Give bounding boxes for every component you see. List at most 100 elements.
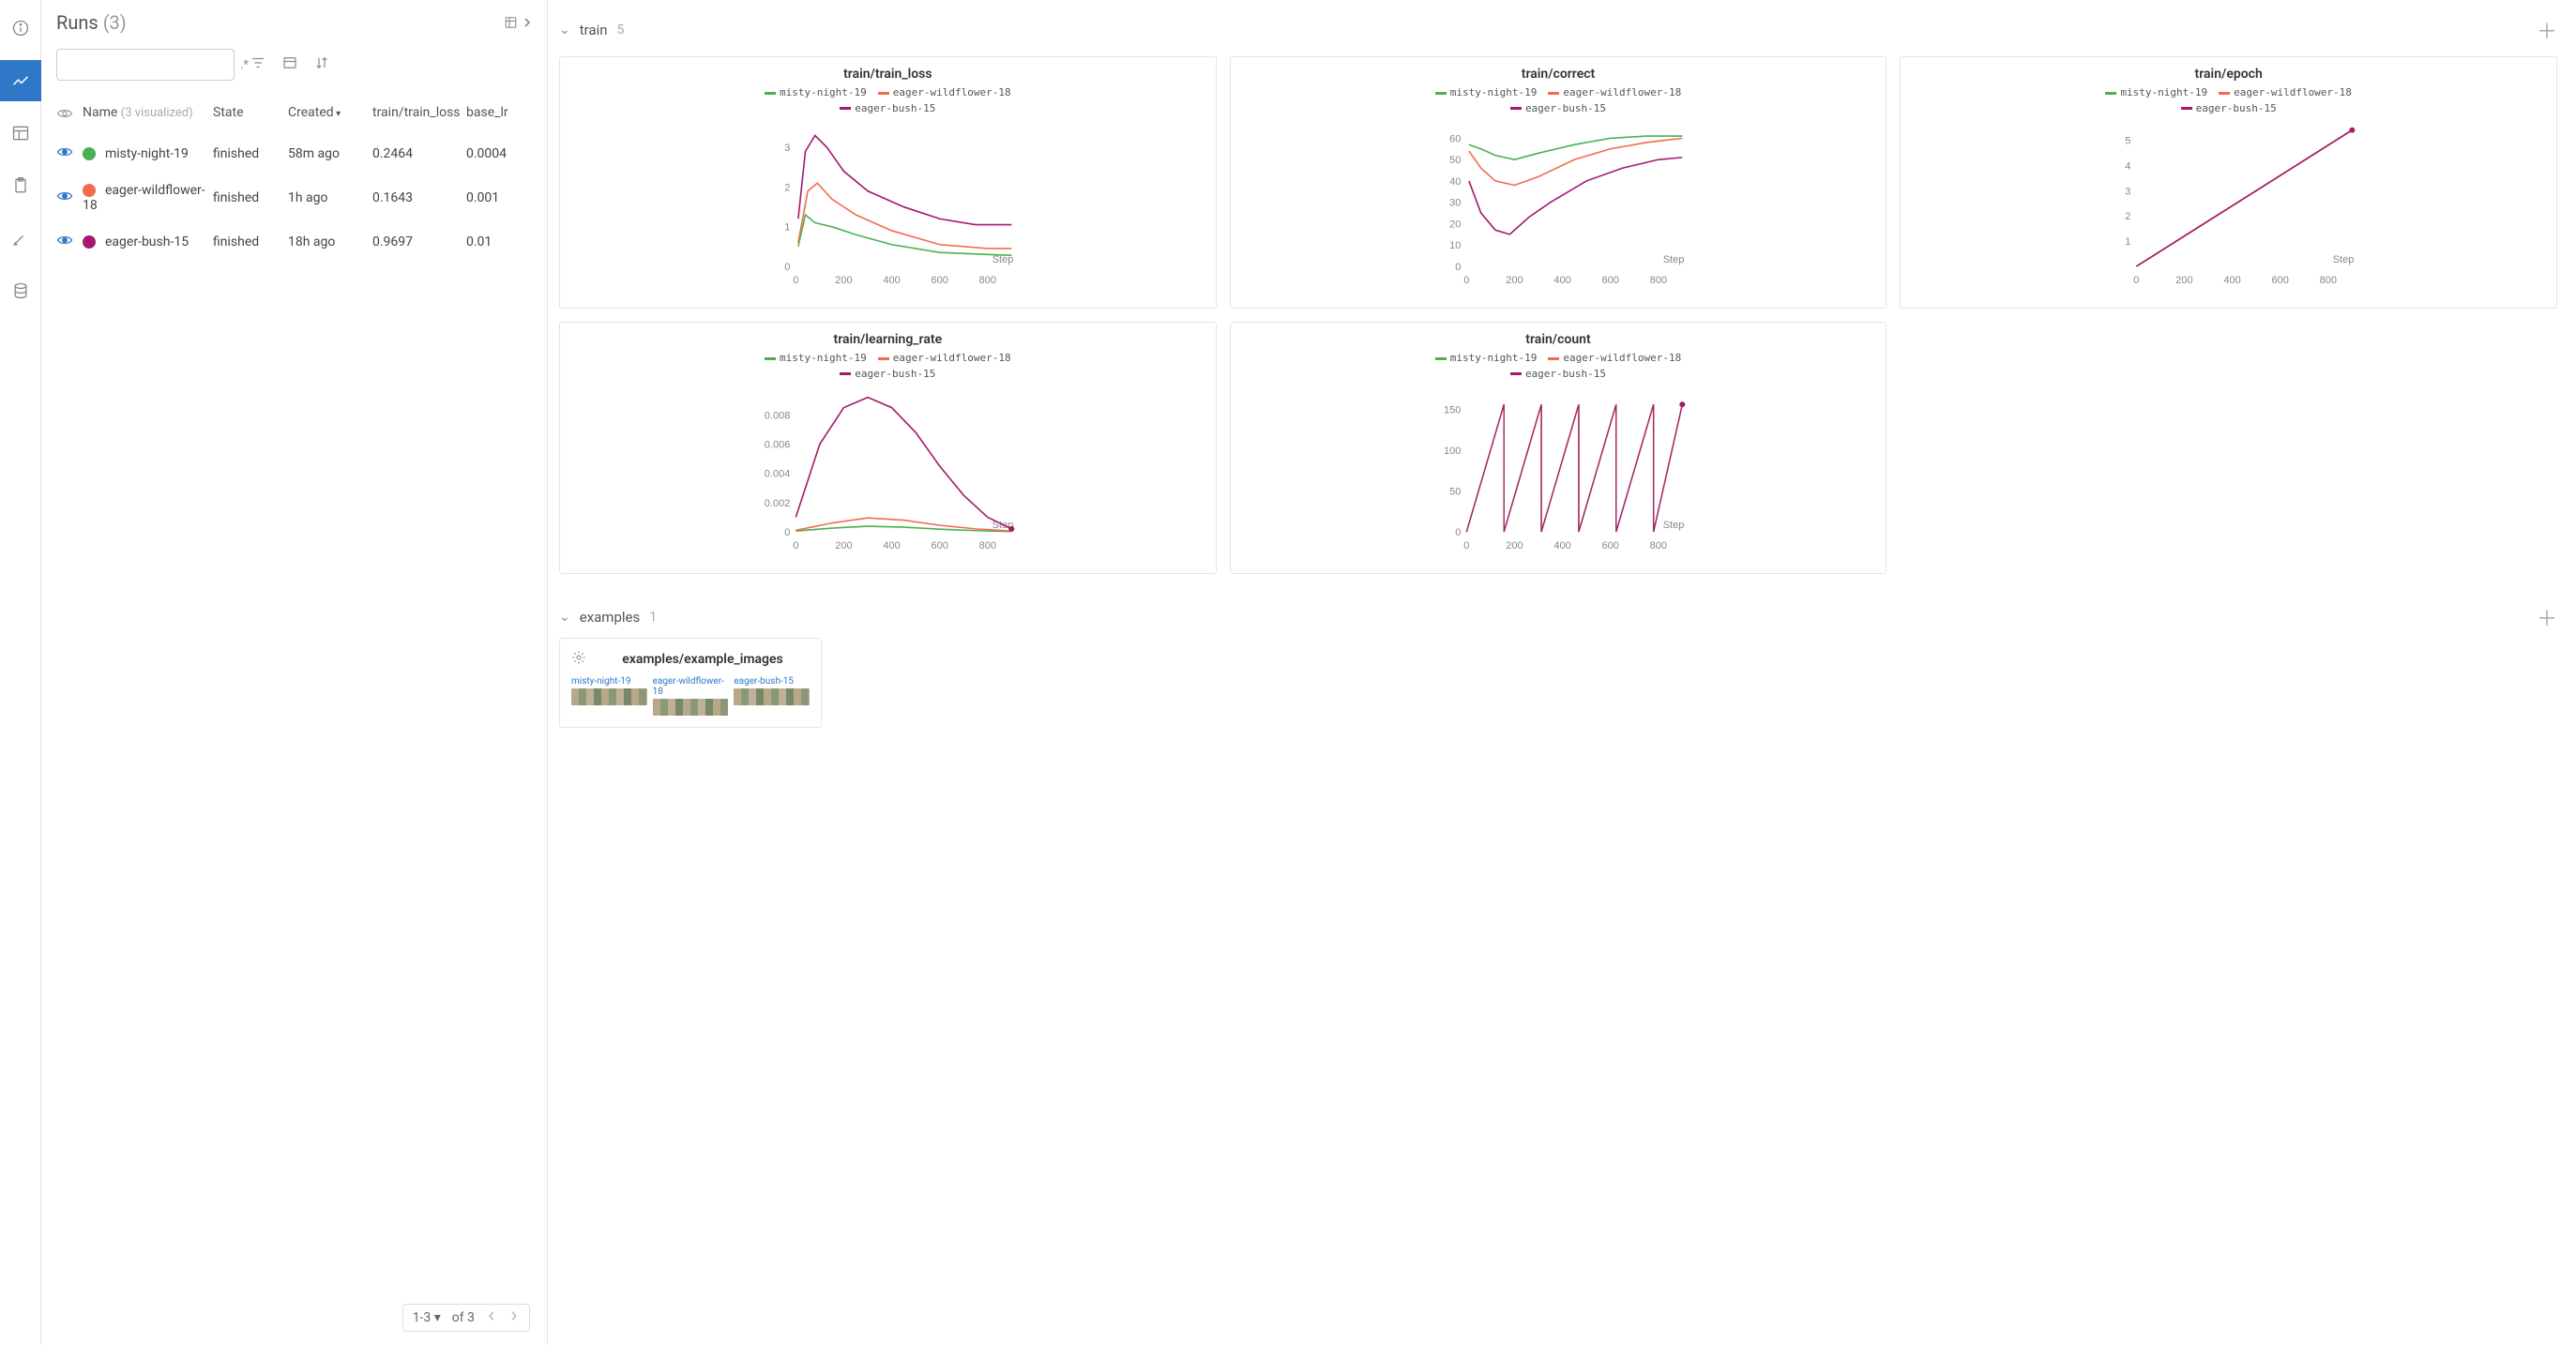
nav-clipboard-icon[interactable] [0,165,41,206]
col-header-name[interactable]: Name (3 visualized) [83,105,213,126]
pager: 1-3 ▾ of 3 [402,1304,530,1332]
runs-table-row[interactable]: misty-night-19 finished 58m ago 0.2464 0… [56,134,532,174]
svg-text:20: 20 [1449,219,1461,230]
example-strip[interactable]: eager-wildflower-18 [653,676,729,716]
chart-legend: misty-night-19 eager-wildflower-18eager-b… [1912,85,2545,116]
legend-item[interactable]: eager-bush-15 [1510,367,1606,383]
legend-item[interactable]: eager-wildflower-18 [1548,85,1681,101]
run-color-dot [83,235,96,249]
svg-text:Step: Step [2333,254,2355,265]
svg-text:50: 50 [1449,486,1461,497]
svg-text:0: 0 [793,275,798,286]
example-strip[interactable]: eager-bush-15 [734,676,810,716]
legend-item[interactable]: misty-night-19 [2105,85,2207,101]
legend-item[interactable]: eager-wildflower-18 [1548,351,1681,367]
svg-text:800: 800 [979,275,996,286]
example-strip[interactable]: misty-night-19 [571,676,647,716]
run-name: misty-night-19 [105,146,189,161]
chart-panel-correct[interactable]: train/correct misty-night-19 eager-wildfl… [1230,56,1887,309]
sort-icon[interactable] [313,54,330,75]
svg-text:800: 800 [2320,275,2337,286]
add-panel-icon[interactable]: ＋ [2537,15,2557,45]
example-strip-label: eager-bush-15 [734,676,810,687]
visibility-toggle-icon[interactable] [56,237,73,252]
pager-next-icon[interactable] [508,1310,520,1325]
search-input[interactable] [70,57,240,72]
visibility-toggle-icon[interactable] [56,149,73,164]
chart-svg: 00.0020.0040.0060.0080200400600800Step [571,387,1205,556]
chevron-down-icon[interactable]: ⌄ [559,610,570,625]
svg-text:0: 0 [793,540,798,552]
chart-title: train/epoch [1912,67,2545,82]
run-base-lr: 0.001 [466,190,532,205]
chart-panel-count[interactable]: train/count misty-night-19eager-wildflow… [1230,322,1887,574]
chart-panel-learning_rate[interactable]: train/learning_rate misty-night-19eager-… [559,322,1217,574]
pager-range[interactable]: 1-3 ▾ [413,1310,441,1325]
legend-item[interactable]: misty-night-19 [765,351,867,367]
svg-text:100: 100 [1444,446,1461,457]
svg-text:600: 600 [2272,275,2289,286]
expand-table-icon[interactable] [504,14,532,31]
svg-text:0.002: 0.002 [765,498,791,509]
examples-panel[interactable]: examples/example_images misty-night-19 e… [559,638,822,728]
section-title: examples [580,609,640,626]
legend-item[interactable]: eager-wildflower-18 [878,351,1011,367]
workspace-content: ⌄ train 5 ＋ train/train_loss misty-night… [548,0,2576,1345]
svg-text:1: 1 [2126,236,2131,248]
svg-text:600: 600 [931,275,947,286]
svg-text:200: 200 [1506,275,1523,286]
nav-charts-icon[interactable] [0,60,41,101]
legend-item[interactable]: eager-bush-15 [840,367,935,383]
example-strip-label: misty-night-19 [571,676,647,687]
run-state: finished [213,190,288,205]
legend-item[interactable]: eager-bush-15 [2181,101,2277,117]
svg-text:0: 0 [2134,275,2140,286]
visibility-toggle-icon[interactable] [56,193,73,208]
nav-panels-icon[interactable] [0,113,41,154]
legend-item[interactable]: misty-night-19 [765,85,867,101]
runs-table-row[interactable]: eager-bush-15 finished 18h ago 0.9697 0.… [56,222,532,262]
add-panel-icon[interactable]: ＋ [2537,602,2557,632]
chart-svg: 123450200400600800Step [1912,122,2545,291]
group-icon[interactable] [281,54,298,75]
nav-database-icon[interactable] [0,270,41,311]
runs-table-row[interactable]: eager-wildflower-18 finished 1h ago 0.16… [56,174,532,222]
section-count: 5 [617,23,625,38]
chart-panel-train_loss[interactable]: train/train_loss misty-night-19eager-wil… [559,56,1217,309]
chart-title: train/correct [1242,67,1875,82]
gear-icon[interactable] [571,650,586,669]
chart-legend: misty-night-19 eager-wildflower-18eager-b… [571,351,1205,382]
section-title: train [580,22,608,38]
legend-item[interactable]: eager-bush-15 [840,101,935,117]
legend-item[interactable]: misty-night-19 [1435,351,1538,367]
regex-hint[interactable]: .* [240,58,249,72]
col-header-loss[interactable]: train/train_loss [372,105,466,126]
col-header-baselr[interactable]: base_lr [466,105,532,126]
nav-info-icon[interactable] [0,8,41,49]
search-input-wrap: .* [56,49,235,81]
legend-item[interactable]: eager-wildflower-18 [2219,85,2352,101]
legend-item[interactable]: eager-bush-15 [1510,101,1606,117]
svg-text:600: 600 [931,540,947,552]
chart-svg: 01020304050600200400600800Step [1242,122,1875,291]
svg-text:0: 0 [1463,540,1469,552]
chart-panel-epoch[interactable]: train/epoch misty-night-19 eager-wildflow… [1900,56,2557,309]
legend-item[interactable]: misty-night-19 [1435,85,1538,101]
filter-icon[interactable] [250,54,266,75]
svg-text:600: 600 [1601,540,1618,552]
legend-item[interactable]: eager-wildflower-18 [878,85,1011,101]
col-header-state[interactable]: State [213,105,288,126]
svg-text:30: 30 [1449,198,1461,209]
visibility-header-icon[interactable] [56,105,73,122]
chart-legend: misty-night-19 eager-wildflower-18eager-b… [1242,351,1875,382]
chevron-down-icon[interactable]: ⌄ [559,23,570,38]
nav-sweep-icon[interactable] [0,218,41,259]
svg-text:400: 400 [2224,275,2241,286]
col-header-created[interactable]: Created [288,105,372,126]
svg-text:0: 0 [1455,527,1461,538]
svg-text:0: 0 [1463,275,1469,286]
run-created: 18h ago [288,234,372,249]
run-name: eager-wildflower-18 [83,183,205,213]
pager-prev-icon[interactable] [486,1310,497,1325]
svg-text:0.008: 0.008 [765,410,791,421]
